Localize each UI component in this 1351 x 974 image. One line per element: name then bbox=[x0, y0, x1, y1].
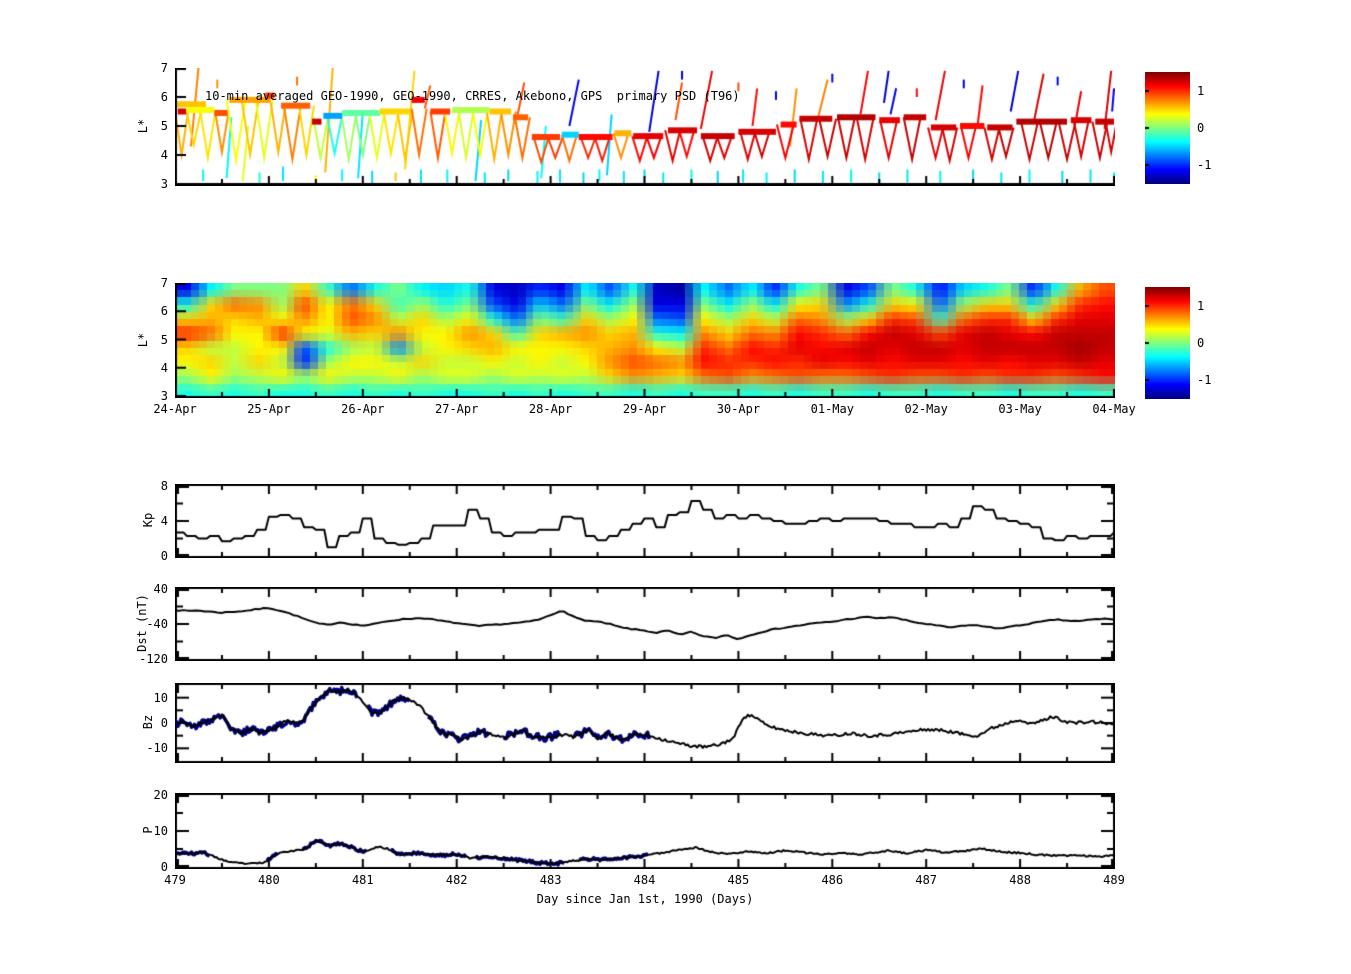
day-tick-label: 488 bbox=[1009, 873, 1031, 887]
bz-panel-canvas bbox=[175, 683, 1115, 763]
day-tick-label: 487 bbox=[915, 873, 938, 887]
dst-panel-canvas bbox=[175, 587, 1115, 661]
x-axis-title: Day since Jan 1st, 1990 (Days) bbox=[536, 892, 754, 906]
kp-panel-canvas bbox=[175, 484, 1115, 558]
colorbar-bottom-canvas bbox=[1145, 287, 1190, 399]
dst-ytick-label: 40 bbox=[153, 582, 168, 596]
date-tick-label: 28-Apr bbox=[528, 402, 573, 416]
bz-ytick-label: -10 bbox=[146, 741, 168, 756]
day-tick-label: 485 bbox=[727, 873, 750, 887]
psd-model-heatmap-ytick-label: 6 bbox=[160, 304, 168, 319]
colorbar-tick-label: 0 bbox=[1197, 336, 1205, 350]
date-tick-label: 04-May bbox=[1092, 402, 1136, 416]
day-tick-label: 479 bbox=[164, 873, 186, 887]
psd-model-heatmap-ytick-label: 7 bbox=[160, 276, 168, 290]
date-tick-label: 26-Apr bbox=[341, 402, 385, 416]
p-ytick-label: 10 bbox=[153, 824, 168, 838]
date-tick-label: 01-May bbox=[810, 402, 854, 416]
day-tick-label: 481 bbox=[351, 873, 374, 887]
psd-title: 10-min averaged GEO-1990, GEO-1990, CRRE… bbox=[205, 89, 740, 103]
day-tick-label: 484 bbox=[633, 873, 656, 887]
colorbar-tick-label: -1 bbox=[1197, 158, 1212, 173]
kp-ylabel: Kp bbox=[141, 512, 155, 528]
date-tick-label: 30-Apr bbox=[716, 402, 761, 416]
date-tick-label: 02-May bbox=[904, 402, 948, 416]
psd-panel-canvas bbox=[175, 68, 1115, 186]
kp-ytick-label: 8 bbox=[160, 479, 168, 493]
day-tick-label: 482 bbox=[445, 873, 468, 887]
psd-scatter-ytick-label: 5 bbox=[160, 119, 168, 133]
kp-ytick-label: 0 bbox=[160, 549, 168, 563]
heatmap-panel-canvas bbox=[175, 283, 1115, 398]
heatmap-ylabel: L* bbox=[136, 332, 150, 348]
day-tick-label: 483 bbox=[539, 873, 562, 887]
kp-ytick-label: 4 bbox=[160, 514, 168, 528]
psd-scatter-ytick-label: 6 bbox=[160, 90, 168, 104]
p-ytick-label: 20 bbox=[153, 788, 168, 802]
day-tick-label: 489 bbox=[1103, 873, 1125, 887]
psd-model-heatmap-ytick-label: 3 bbox=[160, 389, 168, 403]
colorbar-tick-label: -1 bbox=[1197, 373, 1212, 388]
psd-model-heatmap-ytick-label: 5 bbox=[160, 332, 168, 347]
bz-ytick-label: 10 bbox=[153, 690, 168, 705]
date-tick-label: 03-May bbox=[998, 402, 1042, 416]
colorbar-tick-label: 0 bbox=[1197, 121, 1205, 135]
bz-ylabel: Bz bbox=[141, 714, 155, 730]
bz-ytick-label: 0 bbox=[160, 716, 168, 730]
date-tick-label: 27-Apr bbox=[435, 402, 479, 416]
p-ytick-label: 0 bbox=[160, 860, 168, 874]
psd-scatter-ytick-label: 3 bbox=[160, 177, 168, 191]
dst-ytick-label: -40 bbox=[146, 617, 168, 631]
date-tick-label: 25-Apr bbox=[247, 402, 291, 416]
psd-ylabel: L* bbox=[136, 118, 150, 134]
date-tick-label: 24-Apr bbox=[153, 402, 197, 416]
colorbar-top-canvas bbox=[1145, 72, 1190, 184]
day-tick-label: 486 bbox=[821, 873, 844, 887]
date-tick-label: 29-Apr bbox=[622, 402, 667, 416]
day-tick-label: 480 bbox=[258, 873, 280, 887]
p-ylabel: P bbox=[141, 826, 155, 834]
dst-ytick-label: -120 bbox=[139, 652, 168, 666]
colorbar-tick-label: 1 bbox=[1197, 298, 1205, 313]
psd-scatter-ytick-label: 4 bbox=[160, 148, 168, 162]
psd-model-heatmap-ytick-label: 4 bbox=[160, 360, 168, 375]
psd-scatter-ytick-label: 7 bbox=[160, 61, 168, 75]
p-panel-canvas bbox=[175, 793, 1115, 869]
colorbar-tick-label: 1 bbox=[1197, 83, 1205, 98]
